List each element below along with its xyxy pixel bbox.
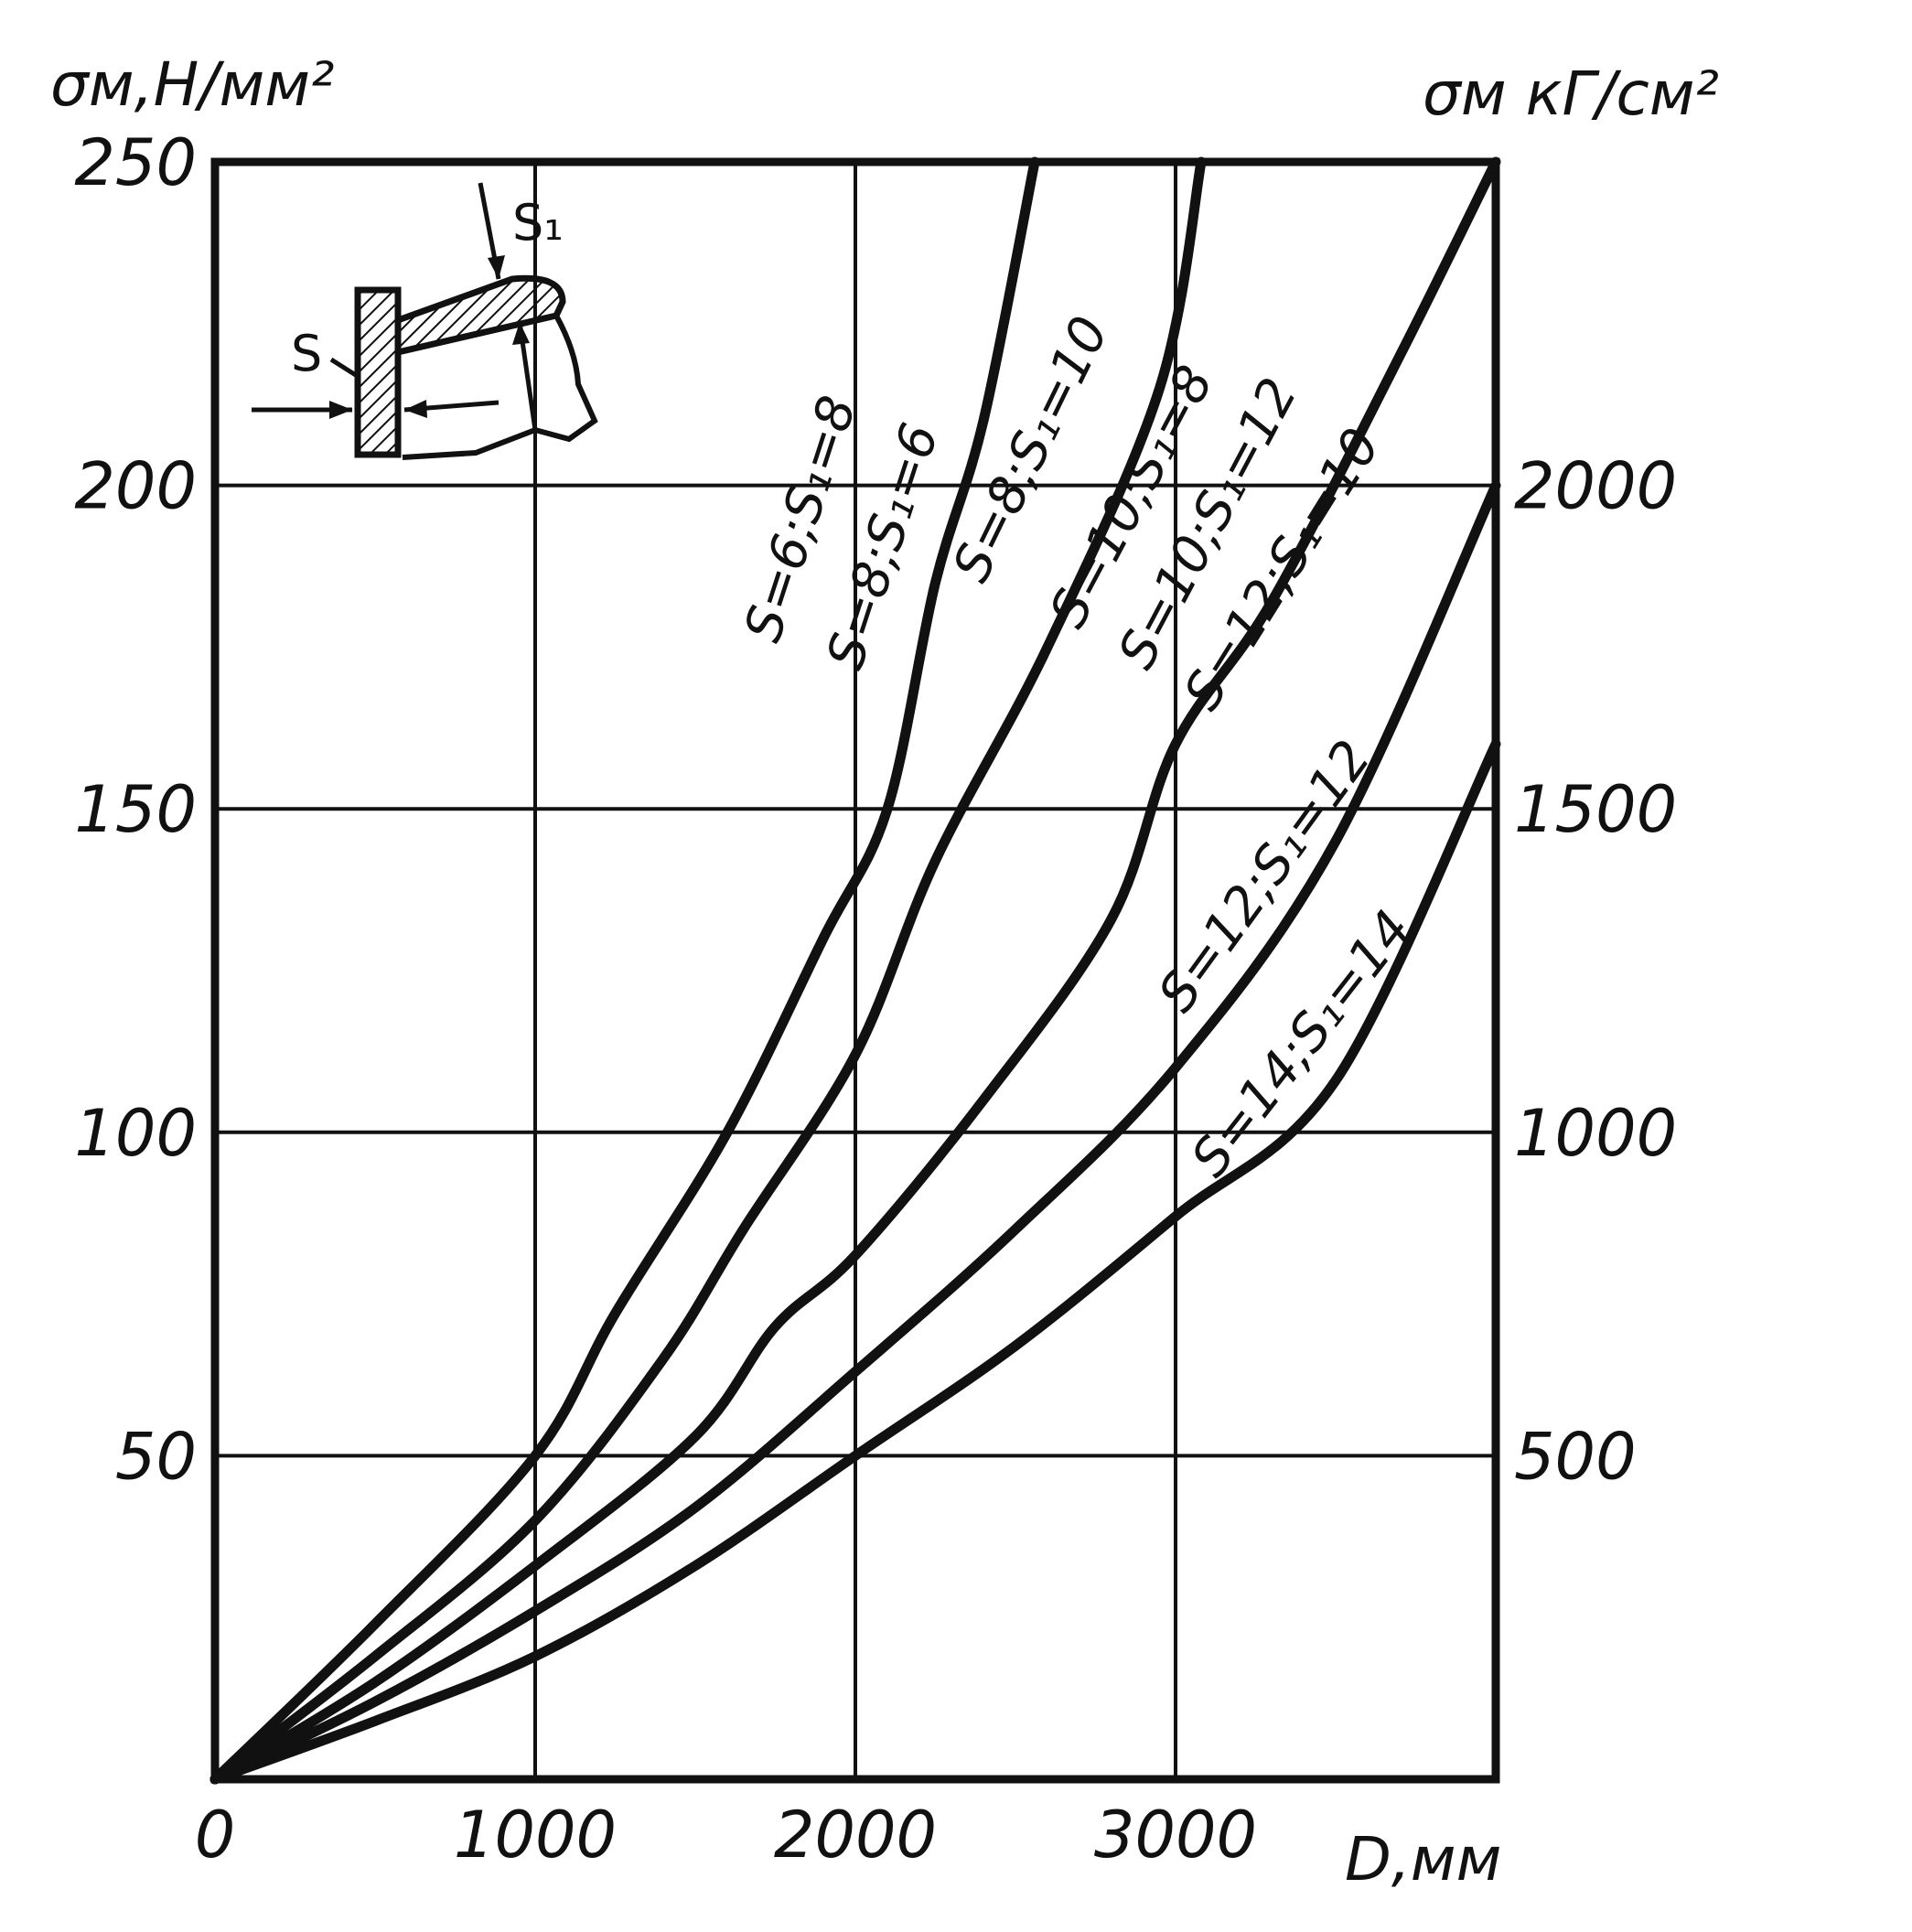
inset-arrow-left-head <box>329 401 352 419</box>
x-tick-label-2: 2000 <box>774 1798 937 1873</box>
y-left-axis-label: σм,Н/мм² <box>50 49 335 120</box>
x-tick-label-0: 0 <box>195 1798 236 1873</box>
y-left-tick-label-0: 50 <box>115 1419 197 1494</box>
series-line-1 <box>209 156 1040 1785</box>
y-left-tick-label-2: 150 <box>74 772 197 847</box>
y-right-tick-label-0: 500 <box>1514 1419 1637 1494</box>
inset-s-leader <box>329 357 360 380</box>
inset-weld-section <box>394 274 566 357</box>
series-line-3 <box>209 156 1501 1785</box>
inset-arrow-s1-top-head <box>488 255 505 279</box>
curve-labels: S=6;S₁=8 S=8;S₁=6 S=8;S₁=10 S=10;S₁=8 S=… <box>733 307 1423 1187</box>
inset-arrow-right-head <box>404 400 427 418</box>
inset-label-s: S <box>291 325 322 382</box>
y-right-tick-label-3: 2000 <box>1514 449 1677 524</box>
y-right-axis-label: σм кГ/см² <box>1423 59 1719 129</box>
y-left-tick-label-4: 250 <box>74 125 197 200</box>
x-tick-label-3: 3000 <box>1094 1798 1257 1873</box>
x-axis-label: D,мм <box>1345 1824 1501 1894</box>
inset-label-s1: S₁ <box>512 194 564 252</box>
grid <box>215 162 1496 1779</box>
inset-diagram: S S₁ <box>252 182 598 460</box>
tick-labels: 0 1000 2000 3000 50 100 150 200 250 500 1000 1500 20… <box>74 125 1677 1873</box>
series-line-4 <box>209 480 1501 1785</box>
x-tick-label-1: 1000 <box>454 1798 617 1873</box>
y-left-tick-label-1: 100 <box>74 1096 197 1171</box>
curves <box>209 156 1501 1785</box>
inset-vertical-plate <box>354 286 402 458</box>
plot-frame <box>210 157 1500 1784</box>
series-line-2 <box>209 156 1207 1785</box>
series-line-5 <box>209 738 1501 1785</box>
y-right-tick-label-2: 1500 <box>1514 772 1677 847</box>
y-right-tick-label-1: 1000 <box>1514 1096 1677 1171</box>
inset-break-outline <box>402 314 598 460</box>
y-left-tick-label-3: 200 <box>74 449 197 524</box>
inset-arrow-s1-bottom-head <box>512 322 530 345</box>
